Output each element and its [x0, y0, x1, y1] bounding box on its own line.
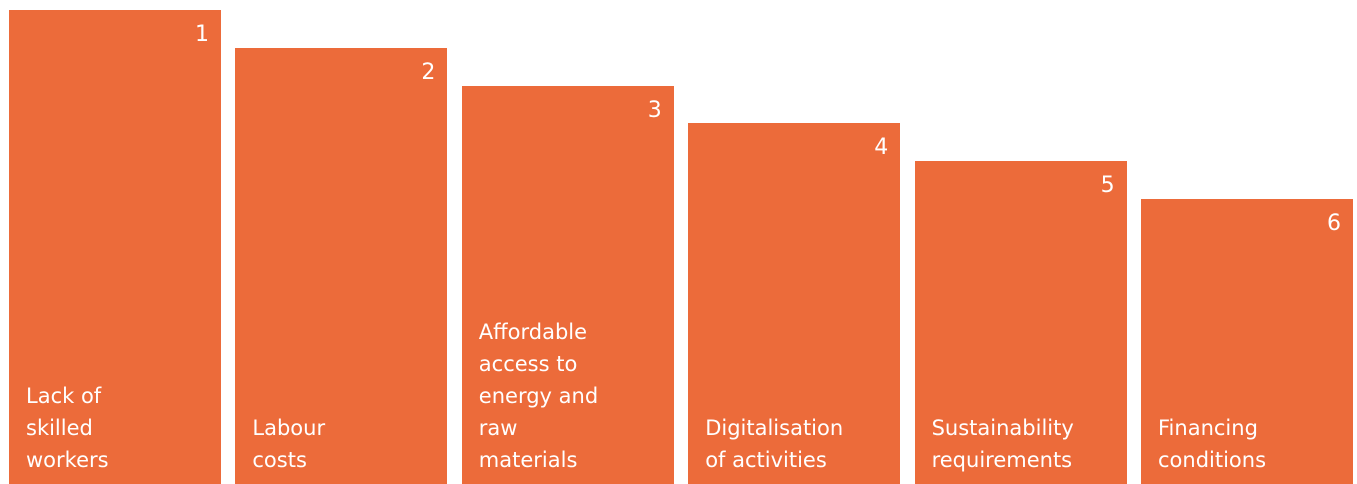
label-line: Labour — [252, 416, 326, 440]
label-line: costs — [252, 448, 307, 472]
step-label: Lack of skilled workers — [26, 380, 109, 476]
step-block: 1 Lack of skilled workers — [9, 10, 221, 484]
step-label: Digitalisation of activities — [705, 412, 843, 476]
label-line: conditions — [1158, 448, 1267, 472]
step-label: Sustainability requirements — [932, 412, 1074, 476]
label-line: access to — [478, 352, 578, 376]
step-label: Financing conditions — [1158, 412, 1266, 476]
label-line: of activities — [705, 448, 827, 472]
label-line: skilled — [26, 416, 93, 440]
label-line: workers — [26, 448, 109, 472]
step-block: 5 Sustainability requirements — [914, 161, 1127, 484]
label-line: Financing — [1158, 416, 1258, 440]
label-line: Sustainability — [931, 416, 1074, 440]
label-line: Digitalisation — [705, 416, 844, 440]
rank-number: 4 — [874, 135, 889, 161]
step-block: 3 Affordable access to energy and raw materia… — [461, 85, 674, 484]
label-line: materials — [478, 448, 578, 472]
rank-number: 3 — [647, 97, 662, 123]
step-label: Labour costs — [252, 412, 325, 476]
step-block: 4 Digitalisation of activities — [688, 123, 901, 484]
rank-number: 1 — [195, 22, 209, 47]
step-label: Affordable access to energy and raw material… — [479, 316, 598, 476]
label-line: raw — [478, 416, 518, 440]
step-block: 2 Labour costs — [235, 47, 448, 484]
label-line: requirements — [931, 448, 1073, 472]
step-block: 6 Financing conditions — [1141, 199, 1353, 484]
label-line: Lack of — [26, 384, 102, 408]
rank-number: 6 — [1327, 211, 1341, 236]
rank-number: 2 — [421, 59, 436, 85]
label-line: energy and — [478, 384, 599, 408]
label-line: Affordable — [478, 320, 588, 344]
rank-number: 5 — [1100, 173, 1115, 199]
